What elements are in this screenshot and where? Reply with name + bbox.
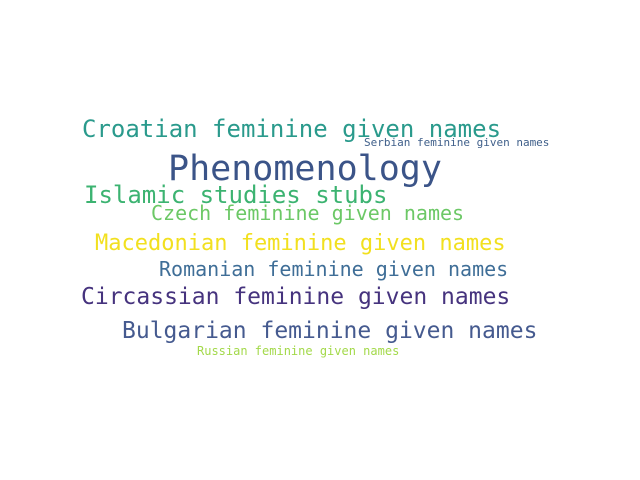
- word-circassian-feminine-given-names: Circassian feminine given names: [81, 284, 511, 310]
- word-russian-feminine-given-names: Russian feminine given names: [197, 344, 400, 358]
- word-serbian-feminine-given-names: Serbian feminine given names: [364, 136, 550, 149]
- word-croatian-feminine-given-names: Croatian feminine given names: [82, 115, 502, 143]
- word-phenomenology: Phenomenology: [168, 149, 442, 189]
- word-romanian-feminine-given-names: Romanian feminine given names: [159, 257, 509, 281]
- word-macedonian-feminine-given-names: Macedonian feminine given names: [95, 231, 506, 256]
- word-czech-feminine-given-names: Czech feminine given names: [151, 201, 465, 225]
- word-islamic-studies-stubs: Islamic studies stubs: [84, 181, 388, 209]
- word-bulgarian-feminine-given-names: Bulgarian feminine given names: [122, 318, 538, 344]
